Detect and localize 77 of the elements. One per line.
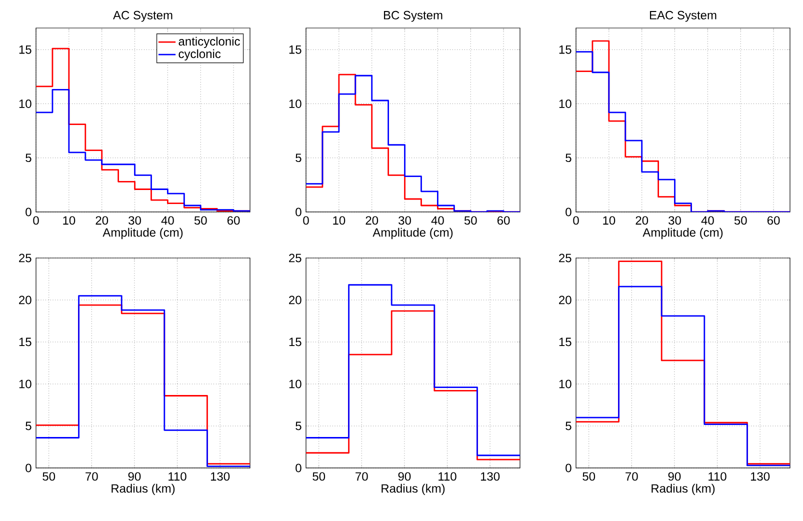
x-axis-title: Radius (km)	[652, 484, 715, 496]
chart-title: EAC System	[650, 10, 716, 22]
x-tick-label: 50	[312, 472, 326, 481]
x-tick-label: 10	[603, 216, 616, 225]
y-tick-label: 5	[296, 154, 302, 162]
y-tick-label: 25	[289, 254, 302, 262]
x-tick-label: 70	[356, 472, 368, 481]
x-tick-label: 60	[227, 216, 240, 225]
x-axis-title: Radius (km)	[112, 484, 175, 496]
x-tick-label: 130	[480, 472, 500, 481]
x-tick-label: 0	[33, 216, 39, 225]
y-tick-label: 20	[19, 296, 32, 304]
x-tick-label: 90	[128, 472, 141, 481]
legend-label: cyclonic	[178, 49, 221, 60]
y-tick-label: 20	[559, 296, 572, 304]
x-tick-label: 110	[168, 472, 186, 481]
x-tick-label: 10	[333, 216, 346, 225]
x-tick-label: 90	[398, 472, 411, 481]
y-tick-label: 15	[559, 338, 572, 346]
x-tick-label: 0	[303, 216, 309, 225]
y-tick-label: 15	[19, 338, 32, 346]
x-tick-label: 40	[431, 216, 444, 225]
x-axis-title: Amplitude (cm)	[102, 228, 183, 240]
x-axis-title: Amplitude (cm)	[372, 228, 453, 240]
x-tick-label: 60	[767, 216, 780, 225]
chart-title: AC System	[113, 10, 172, 22]
x-axis-title: Amplitude (cm)	[642, 228, 723, 240]
y-tick-label: 25	[19, 254, 32, 262]
x-tick-label: 30	[668, 216, 681, 225]
y-tick-label: 0	[26, 208, 32, 216]
y-tick-label: 25	[559, 254, 572, 262]
x-tick-label: 10	[63, 216, 76, 225]
x-tick-label: 70	[86, 472, 98, 481]
y-tick-label: 15	[289, 338, 302, 346]
y-tick-label: 20	[289, 296, 302, 304]
x-tick-label: 70	[626, 472, 638, 481]
x-tick-label: 40	[161, 216, 174, 225]
x-tick-label: 50	[734, 216, 747, 225]
y-tick-label: 0	[296, 208, 302, 216]
x-tick-label: 50	[194, 216, 207, 225]
x-tick-label: 40	[701, 216, 714, 225]
y-tick-label: 10	[289, 380, 302, 388]
x-tick-label: 90	[668, 472, 681, 481]
x-tick-label: 30	[398, 216, 411, 225]
y-tick-label: 15	[19, 45, 32, 54]
legend-label: anticyclonic	[178, 36, 240, 48]
x-tick-label: 60	[497, 216, 510, 225]
x-tick-label: 110	[438, 472, 456, 481]
x-tick-label: 50	[464, 216, 477, 225]
y-tick-label: 10	[289, 100, 302, 108]
y-tick-label: 10	[559, 380, 572, 388]
x-tick-label: 130	[210, 472, 230, 481]
y-tick-label: 0	[296, 464, 302, 472]
chart-title: BC System	[384, 10, 442, 22]
y-tick-label: 10	[559, 100, 572, 108]
y-tick-label: 0	[26, 464, 32, 472]
x-tick-label: 20	[366, 216, 378, 225]
y-tick-label: 10	[19, 380, 32, 388]
x-tick-label: 50	[582, 472, 596, 481]
x-tick-label: 20	[636, 216, 648, 225]
x-axis-title: Radius (km)	[382, 484, 445, 496]
y-tick-label: 15	[559, 45, 572, 54]
x-tick-label: 0	[573, 216, 579, 225]
x-tick-label: 50	[42, 472, 56, 481]
x-tick-label: 20	[96, 216, 108, 225]
y-tick-label: 10	[19, 100, 32, 108]
y-tick-label: 5	[566, 422, 572, 430]
y-tick-label: 0	[566, 464, 572, 472]
x-tick-label: 130	[750, 472, 770, 481]
x-tick-label: 110	[708, 472, 726, 481]
y-tick-label: 5	[296, 422, 302, 430]
y-tick-label: 5	[26, 422, 32, 430]
y-tick-label: 5	[26, 154, 32, 162]
y-tick-label: 0	[566, 208, 572, 216]
y-tick-label: 5	[566, 154, 572, 162]
y-tick-label: 15	[289, 45, 302, 54]
x-tick-label: 30	[128, 216, 141, 225]
